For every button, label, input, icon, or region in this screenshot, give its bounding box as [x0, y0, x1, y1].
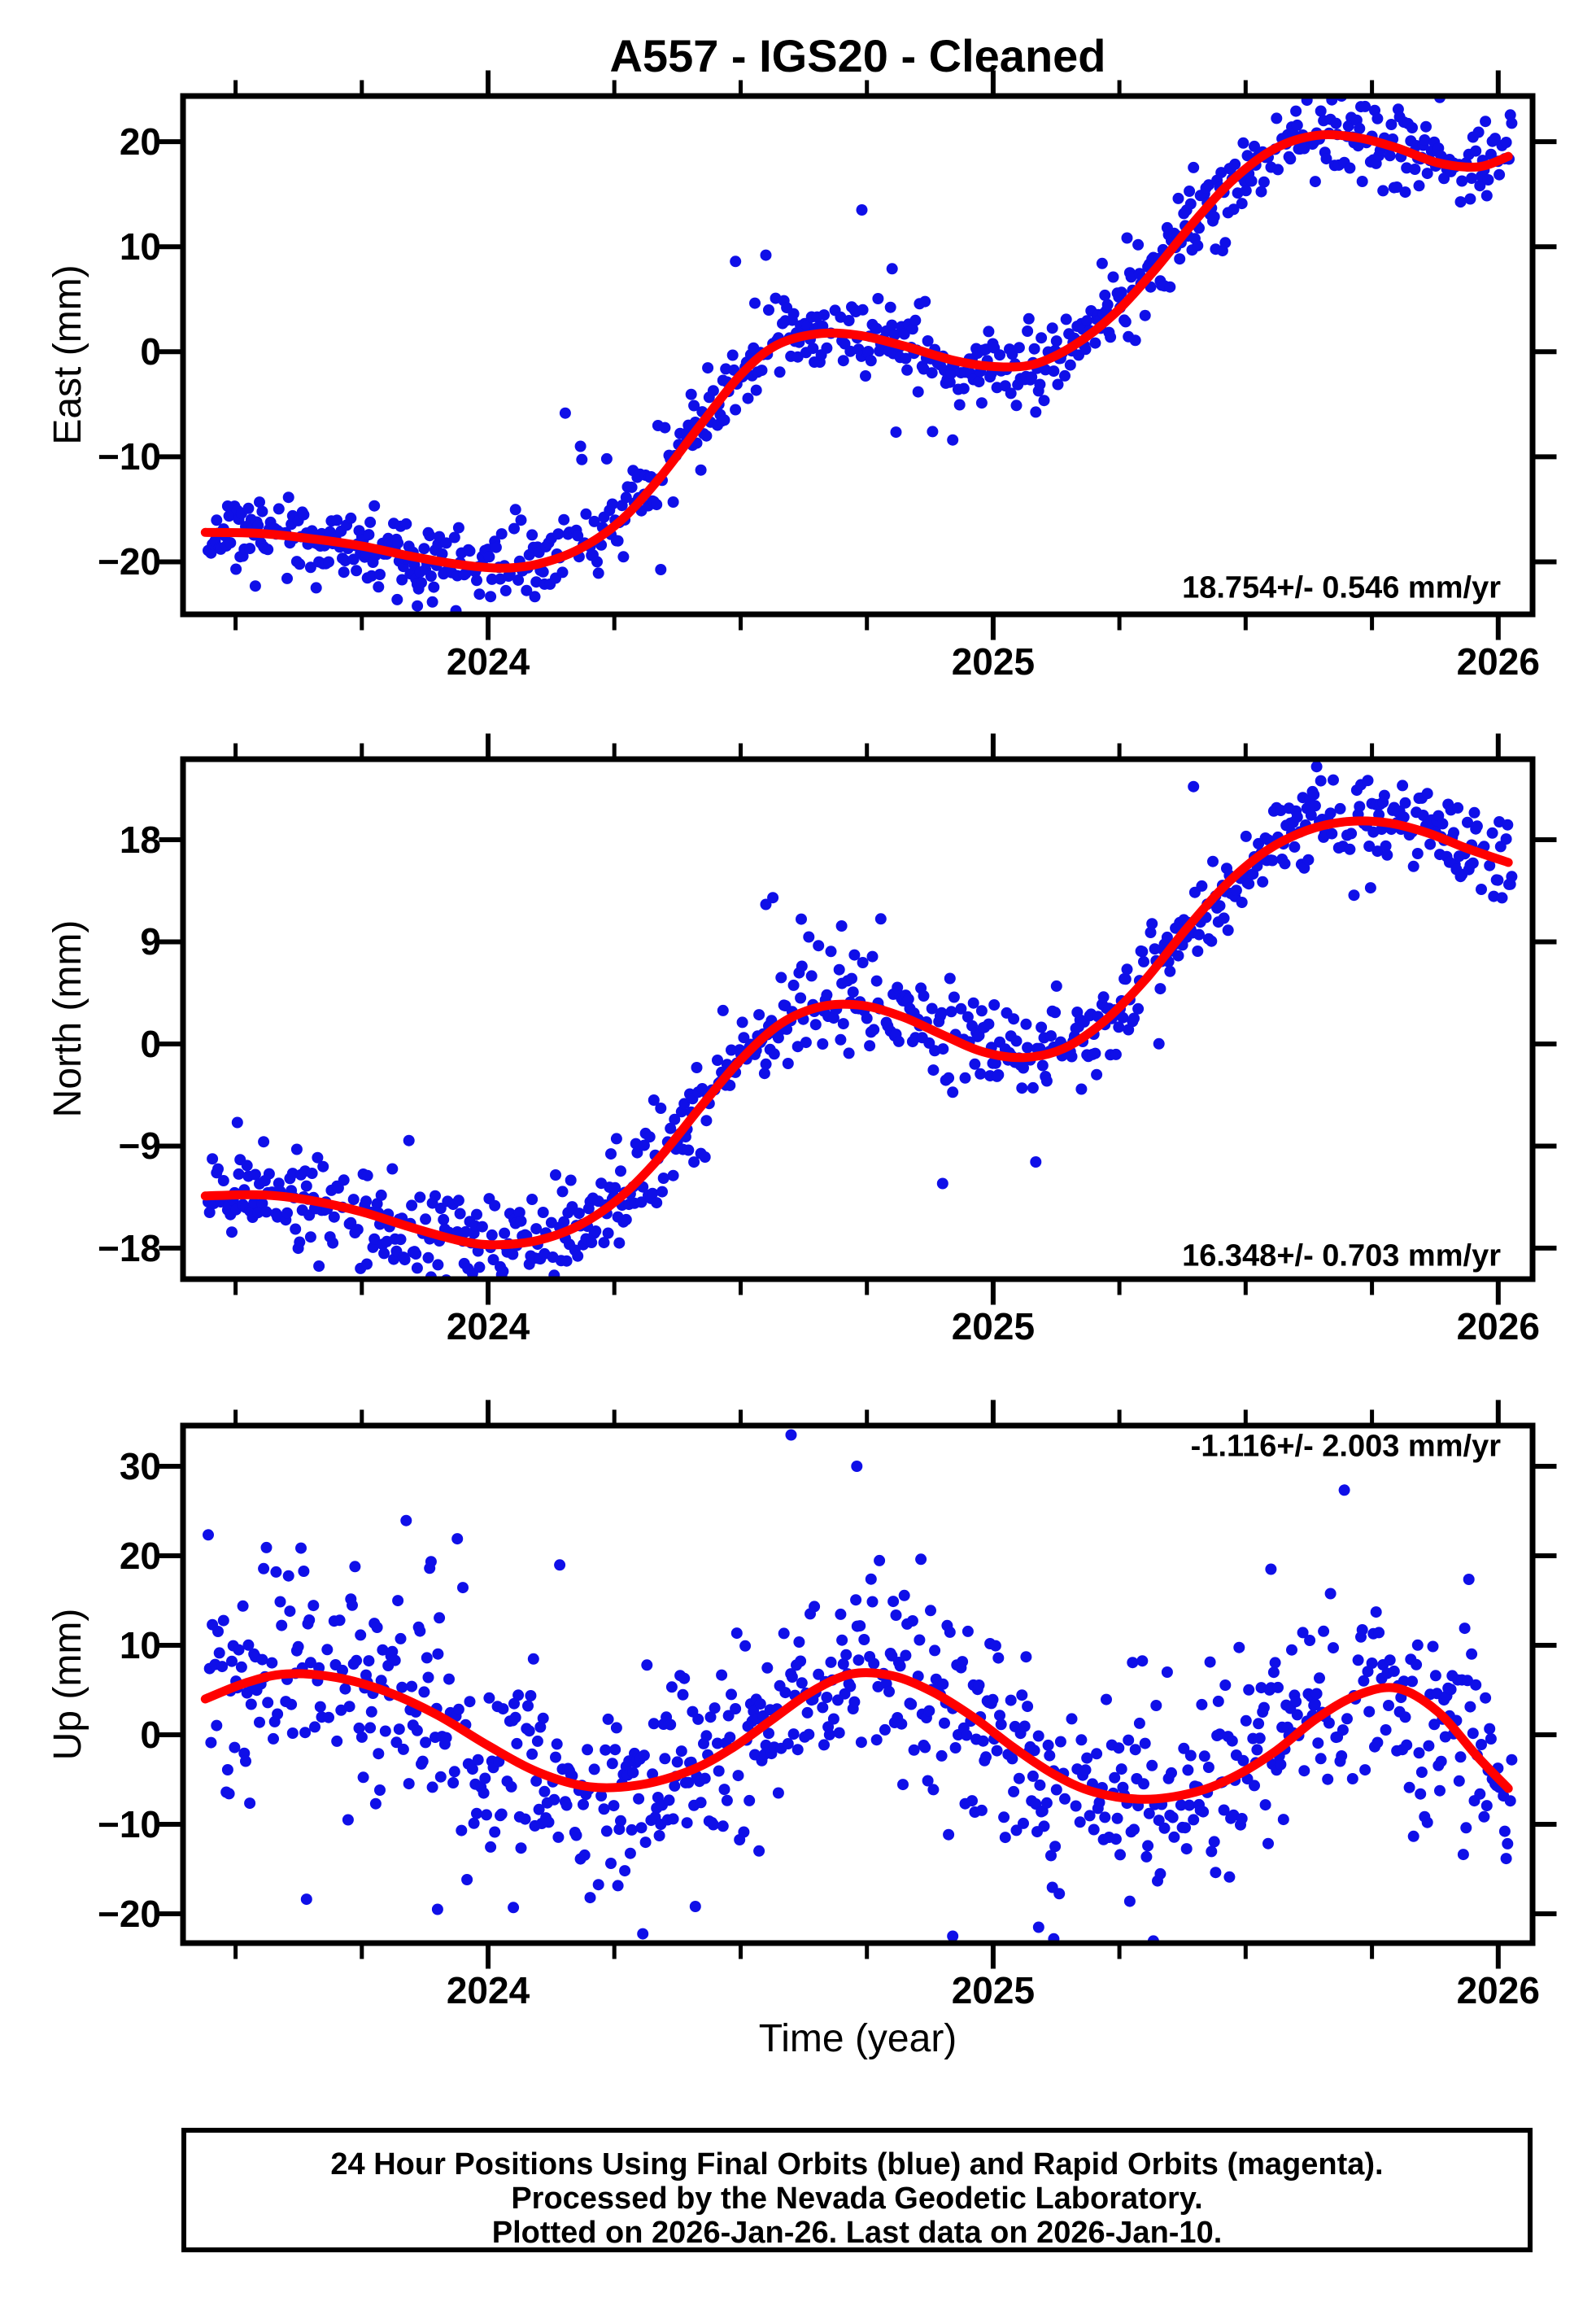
y-tick-label-north-9: 9	[140, 920, 161, 963]
scatter-points-north	[203, 762, 1518, 1277]
x-tick-label-up-2026: 2026	[1456, 1969, 1540, 2011]
x-tick-label-up-2025: 2025	[951, 1969, 1036, 2011]
y-tick-label-up-20: 20	[119, 1535, 161, 1578]
x-tick-label-north-2025: 2025	[951, 1305, 1036, 1347]
y-tick-label-north--9: −9	[118, 1125, 161, 1168]
plot-title: A557 - IGS20 - Cleaned	[609, 30, 1106, 81]
y-tick-label-up-10: 10	[119, 1624, 161, 1667]
rate-annotation-up: -1.116+/- 2.003 mm/yr	[1190, 1429, 1501, 1464]
y-tick-label-north-0: 0	[140, 1022, 161, 1065]
trend-curve-north	[200, 816, 1513, 1250]
footer-box: 24 Hour Positions Using Final Orbits (bl…	[181, 2128, 1533, 2252]
y-tick-label-north-18: 18	[119, 818, 161, 861]
x-tick-label-east-2024: 2024	[446, 640, 530, 683]
y-tick-label-east-0: 0	[140, 330, 161, 373]
y-tick-label-up-30: 30	[119, 1445, 161, 1488]
axis-ticks-east	[159, 70, 1557, 640]
x-tick-label-north-2024: 2024	[446, 1305, 530, 1347]
footer-line-3: Plotted on 2026-Jan-26. Last data on 202…	[491, 2216, 1223, 2250]
panel-up	[159, 1400, 1557, 1969]
panel-north	[159, 733, 1557, 1305]
panel-frame-east	[180, 93, 1536, 618]
y-tick-label-up-0: 0	[140, 1714, 161, 1757]
x-axis-title: Time (year)	[758, 2017, 957, 2060]
y-tick-label-east--10: −10	[97, 435, 161, 478]
y-tick-label-up--20: −20	[97, 1893, 161, 1936]
y-tick-label-east-20: 20	[119, 120, 161, 164]
y-axis-label-up: Up (mm)	[46, 1608, 89, 1761]
x-tick-label-north-2026: 2026	[1456, 1305, 1540, 1347]
rate-annotation-east: 18.754+/- 0.546 mm/yr	[1182, 570, 1501, 605]
y-tick-label-up--10: −10	[97, 1803, 161, 1846]
axis-ticks-north	[159, 733, 1557, 1305]
rate-annotation-north: 16.348+/- 0.703 mm/yr	[1182, 1238, 1501, 1273]
panel-frame-north	[180, 756, 1536, 1282]
trend-curve-up	[200, 1667, 1513, 1804]
footer-line-1: 24 Hour Positions Using Final Orbits (bl…	[330, 2147, 1384, 2182]
footer-line-2: Processed by the Nevada Geodetic Laborat…	[511, 2182, 1203, 2216]
x-tick-label-east-2026: 2026	[1456, 640, 1540, 683]
y-tick-label-east--20: −20	[97, 540, 161, 583]
x-tick-label-east-2025: 2025	[951, 640, 1036, 683]
y-tick-label-east-10: 10	[119, 225, 161, 269]
panel-frame-up	[180, 1422, 1536, 1946]
scatter-points-east	[203, 98, 1518, 612]
x-tick-label-up-2024: 2024	[446, 1969, 530, 2011]
y-tick-label-north--18: −18	[97, 1226, 161, 1269]
panel-east	[159, 70, 1557, 640]
trend-curve-east	[200, 130, 1513, 573]
axis-ticks-up	[159, 1400, 1557, 1969]
